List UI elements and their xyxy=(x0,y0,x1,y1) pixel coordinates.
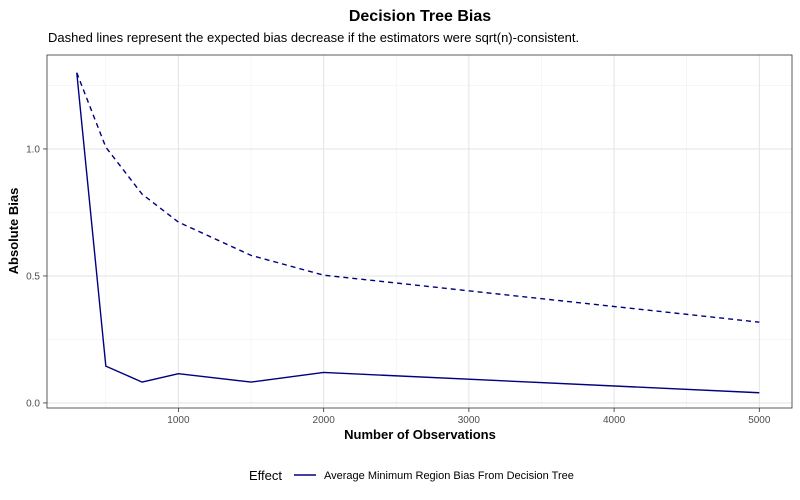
y-axis-ticks: 0.0 0.5 1.0 xyxy=(26,144,47,409)
x-axis-ticks: 1000 2000 3000 4000 5000 xyxy=(167,408,771,426)
y-axis-title: Absolute Bias xyxy=(6,188,21,275)
legend-entry-label: Average Minimum Region Bias From Decisio… xyxy=(324,470,574,482)
legend: Effect Average Minimum Region Bias From … xyxy=(249,468,574,483)
series-layer xyxy=(76,72,760,394)
grid-major xyxy=(47,55,792,408)
series-line-bias xyxy=(76,72,760,394)
chart-subtitle: Dashed lines represent the expected bias… xyxy=(48,30,579,45)
x-tick-label: 5000 xyxy=(748,415,771,426)
y-tick-label: 0.0 xyxy=(26,398,40,409)
x-tick-label: 4000 xyxy=(603,415,626,426)
x-tick-label: 2000 xyxy=(313,415,336,426)
y-tick-label: 0.5 xyxy=(26,271,40,282)
x-axis-title: Number of Observations xyxy=(344,427,496,442)
y-tick-label: 1.0 xyxy=(26,144,40,155)
chart-title: Decision Tree Bias xyxy=(349,8,491,25)
grid-minor xyxy=(47,55,792,408)
plot-panel xyxy=(47,55,792,408)
x-tick-label: 1000 xyxy=(167,415,190,426)
legend-title: Effect xyxy=(249,468,282,483)
x-tick-label: 3000 xyxy=(458,415,481,426)
plot-border xyxy=(46,54,793,409)
